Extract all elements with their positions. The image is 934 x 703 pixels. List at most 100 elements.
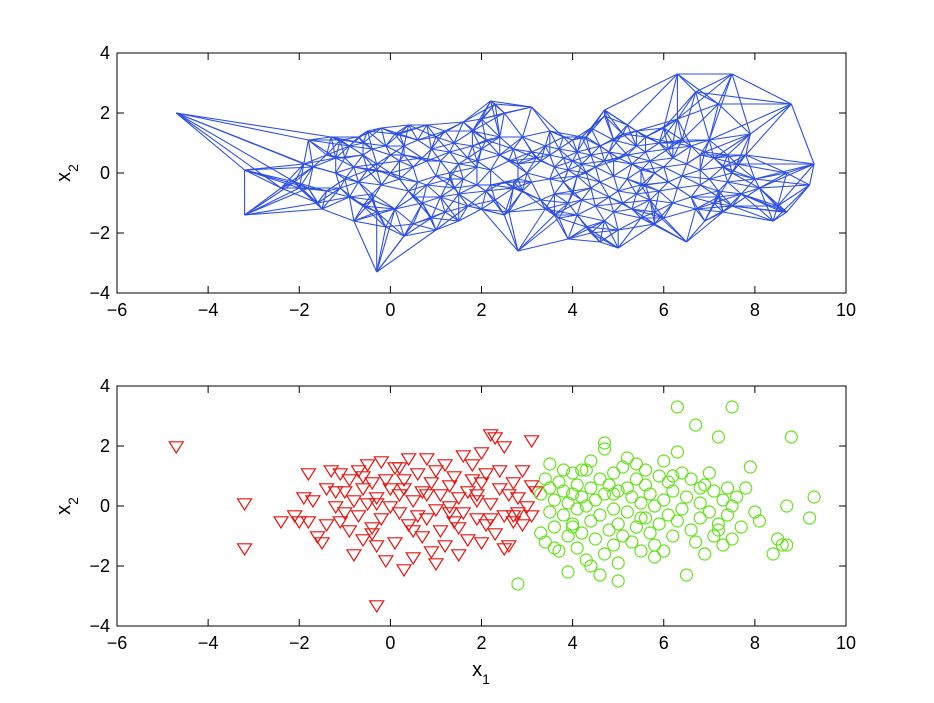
0-x-tick-label: 6 xyxy=(659,300,669,320)
graph-edge xyxy=(435,136,455,144)
graph-edge xyxy=(549,166,555,180)
graph-edge xyxy=(412,181,419,198)
graph-edge xyxy=(572,151,578,162)
class-a-point xyxy=(300,468,317,482)
class-b-point xyxy=(584,514,598,528)
graph-edge xyxy=(531,106,564,138)
graph-edge xyxy=(745,154,787,174)
graph-edge xyxy=(398,145,405,162)
graph-edge xyxy=(649,160,656,174)
graph-edge xyxy=(312,154,327,168)
class-a-point xyxy=(523,510,540,524)
graph-edge xyxy=(663,127,669,150)
class-b-point xyxy=(547,541,562,555)
graph-edge xyxy=(408,124,419,141)
graph-edge xyxy=(663,157,674,168)
graph-edge xyxy=(659,139,683,144)
class-b-point xyxy=(597,436,612,450)
graph-edge xyxy=(576,214,592,234)
graph-edge xyxy=(175,112,245,171)
graph-edge xyxy=(554,190,573,195)
graph-edge xyxy=(613,175,619,192)
class-b-point xyxy=(543,505,557,519)
class-b-point xyxy=(638,463,653,477)
class-a-point xyxy=(427,465,445,479)
class-b-point xyxy=(556,508,571,522)
graph-edge xyxy=(440,160,451,174)
class-a-point xyxy=(395,474,413,488)
class-a-point xyxy=(414,486,431,500)
graph-edge xyxy=(613,211,642,219)
graph-edge xyxy=(594,205,605,222)
graph-edge xyxy=(581,136,601,147)
graph-edge xyxy=(490,184,496,201)
graph-edge xyxy=(708,73,733,141)
graph-edge xyxy=(604,211,615,222)
graph-edge xyxy=(649,199,665,219)
1-x-tick-label: 4 xyxy=(568,633,578,653)
graph-edge xyxy=(722,154,747,168)
graph-edge xyxy=(727,178,755,183)
graph-edge xyxy=(622,133,637,147)
class-b-point xyxy=(579,499,593,513)
graph-edge xyxy=(371,184,382,201)
graph-edge xyxy=(430,136,437,150)
class-b-point xyxy=(538,535,552,549)
graph-edge xyxy=(503,190,523,216)
graph-edge xyxy=(567,232,591,240)
class-a-point xyxy=(423,477,440,491)
class-b-point xyxy=(675,502,689,516)
graph-edge xyxy=(654,166,665,174)
class-a-point xyxy=(436,540,454,554)
class-b-point xyxy=(588,532,603,546)
0-x-tick-label: 8 xyxy=(750,300,760,320)
graph-edge xyxy=(490,154,501,171)
class-b-point xyxy=(693,496,707,510)
graph-edge xyxy=(727,181,742,195)
graph-edge xyxy=(403,154,414,168)
graph-edge xyxy=(430,148,441,162)
class-b-point xyxy=(643,526,657,540)
graph-edge xyxy=(622,199,651,204)
class-a-point xyxy=(332,516,349,530)
graph-edge xyxy=(526,157,537,174)
graph-edge xyxy=(317,190,328,204)
graph-edge xyxy=(440,196,460,222)
graph-edge xyxy=(731,205,774,222)
graph-edge xyxy=(376,169,382,186)
graph-edge xyxy=(503,187,514,216)
graph-edge xyxy=(672,139,683,159)
graph-edge xyxy=(695,91,792,105)
graph-edge xyxy=(422,202,446,213)
graph-edge xyxy=(562,169,569,183)
class-b-point xyxy=(638,511,653,525)
graph-edge xyxy=(449,172,464,180)
graph-edge xyxy=(663,127,674,144)
graph-edge xyxy=(549,178,555,195)
graph-edge xyxy=(708,139,728,156)
class-a-point xyxy=(500,540,517,554)
graph-edge xyxy=(317,187,341,204)
graph-edge xyxy=(476,166,491,171)
graph-edge xyxy=(717,190,724,213)
graph-edge xyxy=(658,181,669,192)
class-a-point xyxy=(359,459,376,473)
class-a-point xyxy=(487,528,504,542)
graph-edge xyxy=(453,142,469,159)
graph-edge xyxy=(394,202,423,210)
graph-edge xyxy=(549,178,564,183)
graph-edge xyxy=(731,172,760,189)
graph-edge xyxy=(549,154,564,159)
graph-edge xyxy=(531,181,542,201)
class-b-point xyxy=(684,523,698,537)
graph-edge xyxy=(585,172,601,183)
class-a-point xyxy=(386,537,404,551)
graph-edge xyxy=(449,178,460,195)
class-b-point xyxy=(689,535,703,549)
graph-edge xyxy=(568,238,601,243)
graph-edge xyxy=(367,130,373,150)
graph-edge xyxy=(709,133,751,141)
class-a-point xyxy=(368,540,385,554)
class-a-point xyxy=(468,489,486,503)
graph-edge xyxy=(745,103,792,156)
